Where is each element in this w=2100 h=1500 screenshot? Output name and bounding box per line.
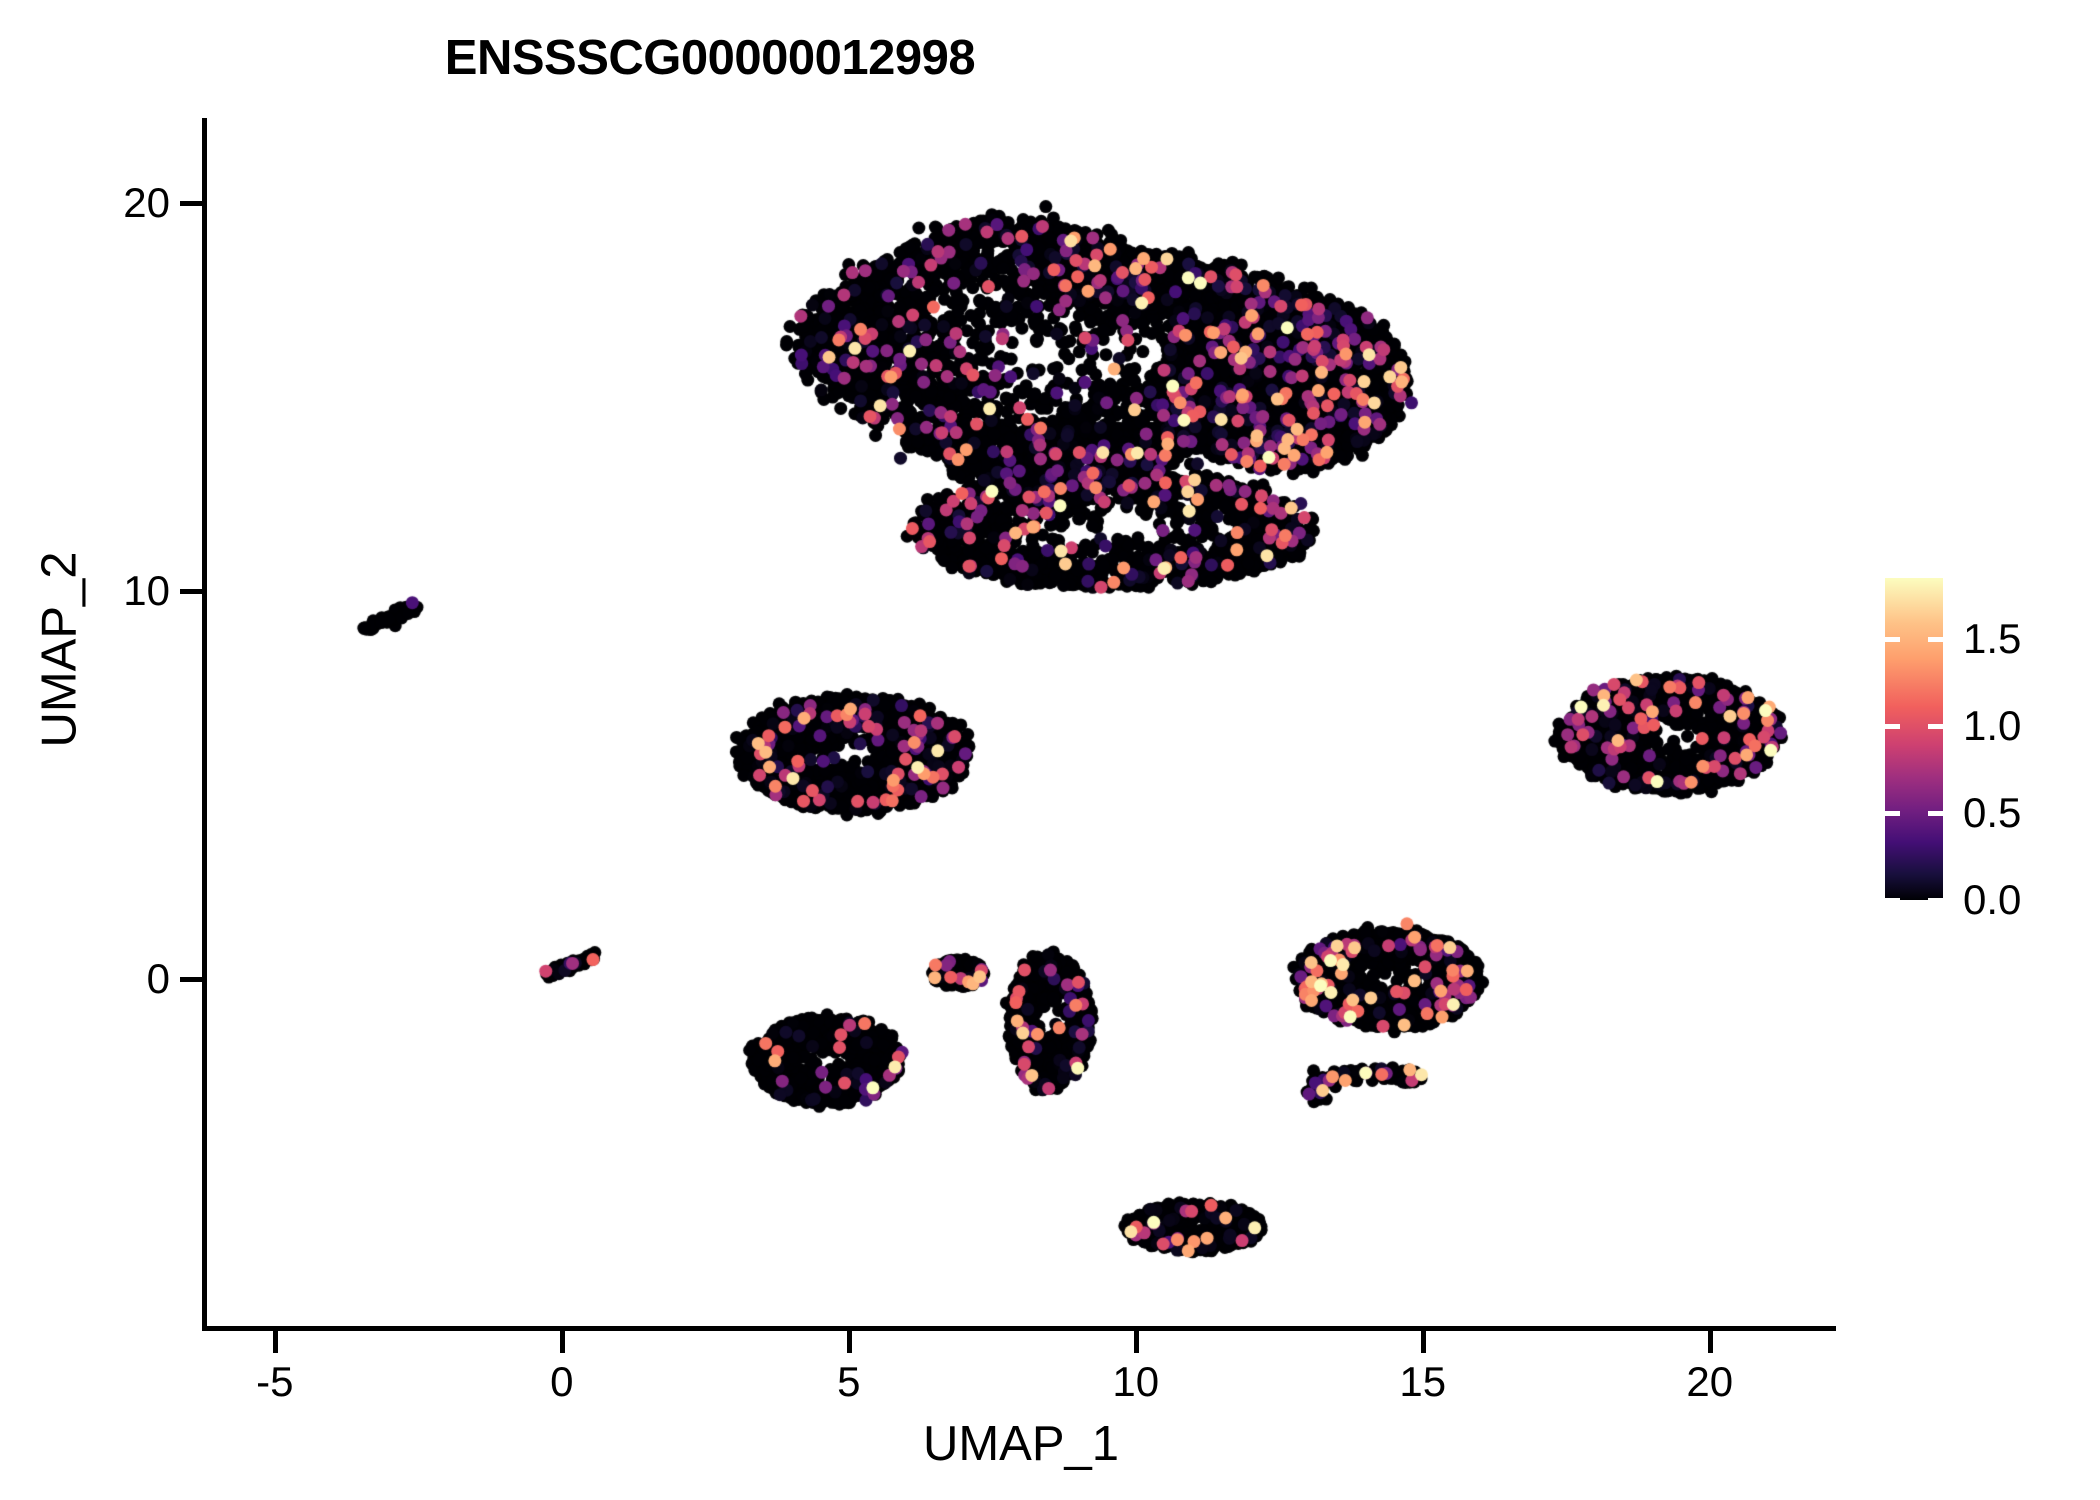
page-title: ENSSSCG00000012998 xyxy=(444,31,976,85)
colorbar-tick-mark xyxy=(1928,898,1943,903)
y-tick-mark xyxy=(180,976,202,982)
x-tick-label: 0 xyxy=(550,1358,574,1405)
plot-panel xyxy=(206,118,1836,1328)
y-axis-ticks: 0 10 20 xyxy=(0,0,202,1500)
colorbar-tick-label: 1.5 xyxy=(1963,614,2022,662)
x-tick-label: 20 xyxy=(1686,1358,1734,1405)
x-tick-mark xyxy=(272,1331,278,1353)
colorbar-tick-mark xyxy=(1885,898,1900,903)
y-axis-title: UMAP_2 xyxy=(32,551,87,748)
colorbar-legend: 1.5 1.0 0.5 0.0 xyxy=(1885,578,2021,921)
x-tick-mark xyxy=(846,1331,852,1353)
colorbar-tick-label: 0.5 xyxy=(1963,788,2022,836)
x-tick-mark xyxy=(1707,1331,1713,1353)
y-tick-mark xyxy=(180,201,202,207)
colorbar-tick-mark xyxy=(1885,723,1900,729)
x-axis-title: UMAP_1 xyxy=(922,1417,1120,1471)
scatter-points-canvas xyxy=(206,118,1836,1328)
x-tick-label: 15 xyxy=(1399,1358,1447,1405)
colorbar-tick-mark xyxy=(1928,810,1943,816)
y-axis-line xyxy=(202,118,207,1330)
y-tick-label: 0 xyxy=(146,954,170,1002)
x-tick-label: 10 xyxy=(1112,1358,1160,1405)
colorbar-tick-label: 0.0 xyxy=(1963,876,2022,923)
colorbar-tick-mark xyxy=(1928,636,1943,642)
colorbar-tick-label: 1.0 xyxy=(1963,701,2022,749)
colorbar-tick-mark xyxy=(1885,636,1900,642)
x-tick-mark xyxy=(1133,1331,1139,1353)
colorbar-tick-mark xyxy=(1928,723,1943,729)
x-tick-label: 5 xyxy=(837,1358,861,1405)
colorbar-gradient: 1.5 1.0 0.5 0.0 xyxy=(1885,578,2021,921)
x-axis-line xyxy=(202,1326,1836,1331)
y-tick-mark xyxy=(180,589,202,595)
y-tick-label: 20 xyxy=(123,179,170,227)
x-tick-mark xyxy=(559,1331,565,1353)
x-tick-label: -5 xyxy=(256,1358,294,1405)
y-tick-label: 10 xyxy=(123,567,170,615)
x-tick-mark xyxy=(1420,1331,1426,1353)
colorbar-tick-mark xyxy=(1885,810,1900,816)
